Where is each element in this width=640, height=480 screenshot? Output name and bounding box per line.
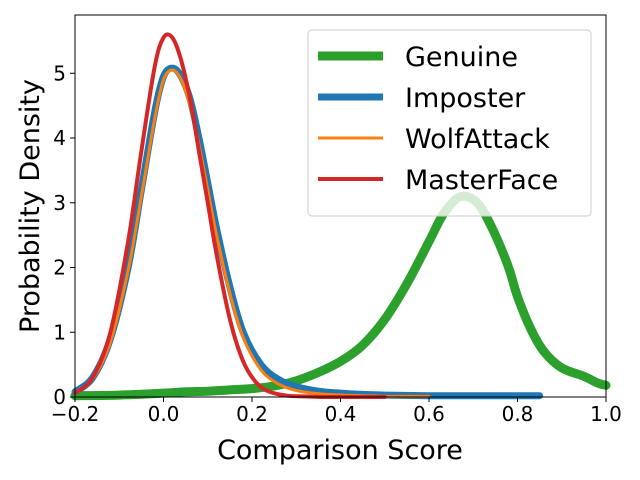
x-tick-label: 0.0 xyxy=(148,402,180,426)
y-axis-title: Probability Density xyxy=(15,79,46,333)
y-tick-label: 1 xyxy=(53,320,66,344)
legend-label-genuine: Genuine xyxy=(405,42,518,73)
y-tick-label: 0 xyxy=(53,385,66,409)
legend-label-masterface: MasterFace xyxy=(405,165,558,196)
series-layer xyxy=(70,32,611,401)
x-tick-label: 0.8 xyxy=(502,402,534,426)
y-tick-label: 3 xyxy=(53,191,66,215)
x-tick-label: 0.6 xyxy=(413,402,445,426)
y-tick-label: 4 xyxy=(53,126,66,150)
x-tick-label: 0.4 xyxy=(325,402,357,426)
x-axis: −0.2 0.0 0.2 0.4 0.6 0.8 1.0 xyxy=(51,397,622,426)
x-axis-title: Comparison Score xyxy=(217,435,463,466)
series-line-masterface xyxy=(73,32,387,400)
x-tick-label: 0.2 xyxy=(236,402,268,426)
y-tick-label: 2 xyxy=(53,256,66,280)
legend-label-imposter: Imposter xyxy=(405,83,526,114)
x-tick-label: −0.2 xyxy=(51,402,100,426)
legend: Genuine Imposter WolfAttack MasterFace xyxy=(307,29,592,217)
series-line-genuine xyxy=(70,191,611,401)
legend-label-wolfattack: WolfAttack xyxy=(405,124,550,155)
x-tick-label: 1.0 xyxy=(590,402,622,426)
y-tick-label: 5 xyxy=(53,61,66,85)
y-axis: 0 1 2 3 4 5 xyxy=(53,61,75,409)
legend-frame xyxy=(307,29,592,217)
